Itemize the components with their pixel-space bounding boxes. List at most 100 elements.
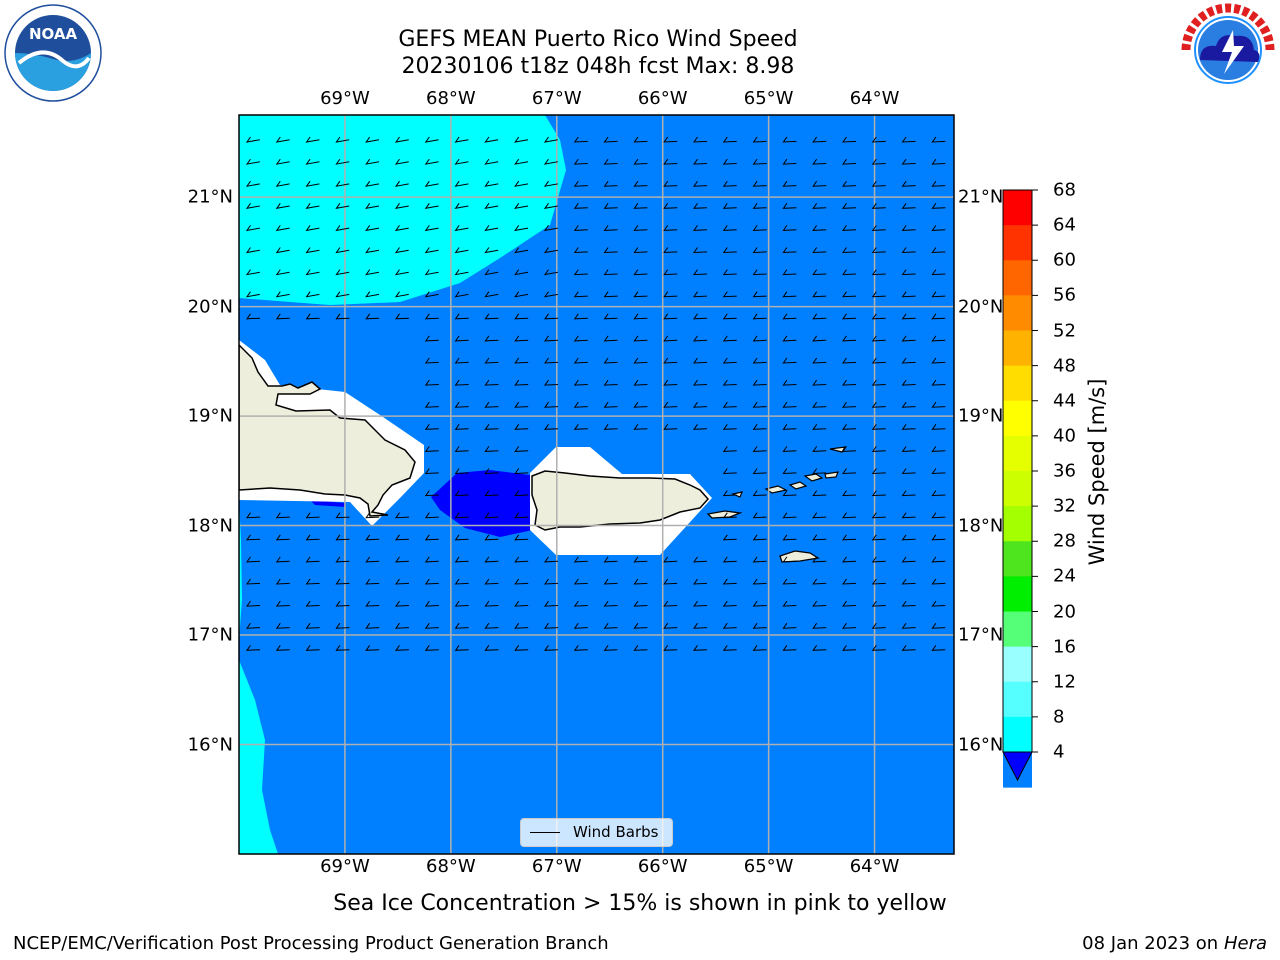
wind-barb xyxy=(812,468,827,475)
wind-barb xyxy=(663,180,678,187)
wind-barb xyxy=(842,203,857,209)
wind-barb xyxy=(722,645,737,651)
colorbar-label-20: 20 xyxy=(1053,601,1076,622)
colorbar-label-64: 64 xyxy=(1053,214,1076,236)
virgin-islands-land xyxy=(731,446,847,498)
wind-barb xyxy=(573,335,588,342)
wind-barb xyxy=(394,203,409,210)
wind-barb xyxy=(693,158,708,165)
wind-barb xyxy=(544,622,559,629)
wind-barb xyxy=(782,401,797,408)
wind-barb xyxy=(573,600,588,607)
wind-barb xyxy=(633,225,648,231)
wind-barb xyxy=(454,291,469,298)
wind-barb xyxy=(782,313,797,320)
wind-barb xyxy=(693,136,708,143)
wind-barb xyxy=(603,247,618,254)
wind-barb xyxy=(752,203,767,209)
wind-barb xyxy=(543,247,558,254)
wind-barb xyxy=(424,645,439,651)
wind-barb xyxy=(693,180,708,187)
wind-barb xyxy=(842,512,857,519)
wind-barb xyxy=(305,291,320,298)
wind-barb xyxy=(275,225,290,232)
colorbar-segment xyxy=(1003,541,1032,577)
wind-barb xyxy=(782,158,797,165)
colorbar-label-16: 16 xyxy=(1053,636,1076,658)
wind-barb xyxy=(782,335,797,342)
wind-barb xyxy=(543,136,558,143)
wind-barb xyxy=(245,225,260,232)
wind-barb xyxy=(484,490,499,497)
wind-barb xyxy=(514,136,529,143)
wind-barb xyxy=(752,136,767,143)
wind-barb xyxy=(305,578,320,585)
colorbar-label-40: 40 xyxy=(1053,425,1076,447)
wind-barb xyxy=(752,622,767,629)
wind-barb xyxy=(454,446,469,452)
wind-barb xyxy=(484,578,499,585)
colorbar-label-68: 68 xyxy=(1053,179,1076,201)
noaa-logo-text: NOAA xyxy=(29,25,78,43)
wind-barb xyxy=(394,269,409,276)
wind-barb xyxy=(722,158,737,165)
lat-tick-right-3: 18°N xyxy=(958,515,1002,537)
colorbar-label-32: 32 xyxy=(1053,495,1076,517)
wind-barb xyxy=(395,578,410,585)
wind-barb xyxy=(782,357,797,364)
lat-tick-right-2: 19°N xyxy=(958,405,1002,427)
wind-barb xyxy=(782,490,797,497)
wind-barb xyxy=(514,225,529,232)
wind-barb xyxy=(931,313,946,320)
wind-barb xyxy=(633,247,648,254)
colorbar-segment xyxy=(1003,330,1032,367)
wind-barb xyxy=(722,335,737,342)
wind-barb xyxy=(484,512,499,519)
wind-barb xyxy=(603,556,618,563)
wind-barb xyxy=(424,512,439,519)
wind-barb xyxy=(543,203,558,210)
colorbar-segment xyxy=(1003,576,1032,612)
wind-barb xyxy=(871,622,886,629)
wind-barb xyxy=(275,247,290,254)
wind-barb xyxy=(812,600,827,607)
wind-barb xyxy=(901,136,916,143)
lat-tick-right-1: 20°N xyxy=(958,296,1002,318)
wind-barb xyxy=(693,645,708,651)
wind-barb xyxy=(722,446,737,452)
lon-tick-top-1: 68°W xyxy=(425,88,476,109)
colorbar-segment xyxy=(1003,225,1032,261)
wind-barb xyxy=(782,556,797,563)
chart-title: GEFS MEAN Puerto Rico Wind Speed xyxy=(398,27,798,52)
wind-barb xyxy=(693,600,708,607)
wind-barb xyxy=(514,446,529,452)
wind-barb xyxy=(931,401,946,408)
wind-barb xyxy=(454,534,469,541)
wind-barb xyxy=(812,357,827,364)
wind-barb xyxy=(573,136,588,143)
wind-barb xyxy=(573,379,588,386)
wind-barb xyxy=(633,158,648,165)
wind-barb xyxy=(394,180,409,187)
wind-barb xyxy=(931,556,946,563)
legend-label: Wind Barbs xyxy=(573,823,659,841)
wind-barb xyxy=(901,401,916,408)
wind-barb xyxy=(573,291,588,298)
wind-barb xyxy=(573,247,588,254)
wind-barb xyxy=(871,357,886,364)
wind-barb xyxy=(812,645,827,651)
map-legend: Wind Barbs xyxy=(520,818,673,847)
wind-barb xyxy=(722,225,737,231)
wind-barb xyxy=(663,401,678,408)
wind-barb xyxy=(931,379,946,386)
wind-barb xyxy=(365,269,380,276)
wind-barb xyxy=(871,490,886,497)
colorbar-label-60: 60 xyxy=(1053,249,1076,271)
lon-tick-bottom-3: 66°W xyxy=(637,856,688,877)
wind-barb xyxy=(812,335,827,342)
colorbar-label-12: 12 xyxy=(1053,671,1076,693)
wind-barb xyxy=(573,180,588,187)
colorbar-label-36: 36 xyxy=(1053,460,1076,482)
colorbar-label-8: 8 xyxy=(1053,706,1065,728)
wind-barb xyxy=(514,622,529,629)
